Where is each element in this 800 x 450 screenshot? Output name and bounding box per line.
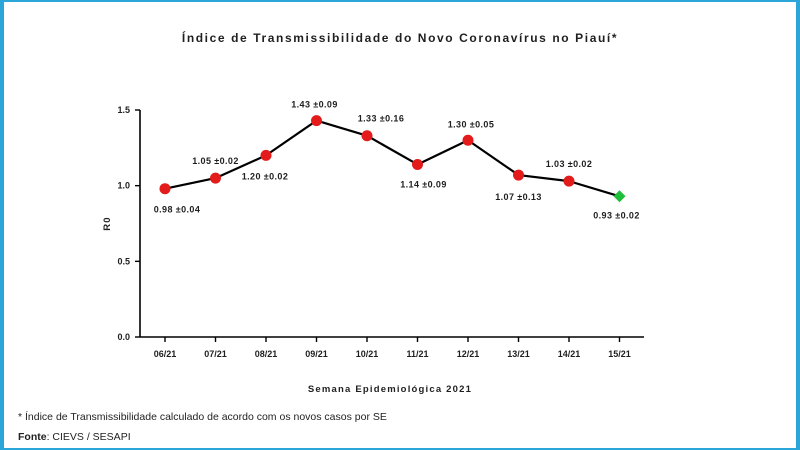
data-point [462, 134, 474, 146]
source-note: Fonte: CIEVS / SESAPI [18, 431, 131, 443]
data-label: 0.98 ±0.04 [154, 205, 200, 215]
data-label: 1.07 ±0.13 [495, 192, 541, 202]
data-point [563, 175, 575, 187]
data-point [311, 115, 322, 127]
y-tick-label: 0.0 [117, 332, 130, 342]
x-tick-label: 13/21 [507, 349, 530, 359]
data-label: 1.03 ±0.02 [546, 159, 592, 169]
x-tick-label: 12/21 [457, 349, 480, 359]
x-tick-label: 15/21 [608, 349, 631, 359]
data-point [361, 130, 373, 142]
axes: 0.0 0.5 1.0 1.5 06/21 07/21 08/21 09/21 10/21 11/… [117, 105, 644, 359]
data-point-diamond [613, 190, 626, 203]
data-point [260, 149, 272, 161]
markers [159, 115, 626, 203]
data-label: 1.14 ±0.09 [400, 179, 446, 189]
data-label: 1.33 ±0.16 [358, 114, 404, 124]
y-tick-label: 0.5 [117, 256, 130, 266]
data-point [513, 169, 524, 181]
footnote: * Índice de Transmissibilidade calculado… [18, 411, 387, 423]
series-polyline [164, 119, 620, 198]
data-point [159, 183, 171, 195]
source-label: Fonte [18, 431, 47, 443]
data-labels: 0.98 ±0.04 1.05 ±0.02 1.20 ±0.02 1.43 ±0.09… [154, 100, 640, 221]
data-point [210, 172, 221, 184]
data-label: 1.05 ±0.02 [192, 156, 238, 166]
y-tick-label: 1.5 [117, 105, 130, 115]
chart-title: Índice de Transmissibilidade do Novo Cor… [181, 31, 619, 45]
x-tick-label: 06/21 [154, 349, 177, 359]
x-tick-label: 08/21 [255, 349, 278, 359]
x-tick-label: 10/21 [356, 349, 379, 359]
source-text: : CIEVS / SESAPI [46, 431, 131, 443]
data-label: 1.43 ±0.09 [291, 100, 337, 110]
x-tick-label: 14/21 [558, 349, 581, 359]
series-line [164, 119, 620, 198]
x-tick-label: 11/21 [406, 349, 428, 359]
y-axis-title: R0 [102, 216, 113, 231]
x-tick-label: 09/21 [305, 349, 328, 359]
data-point [412, 158, 423, 170]
data-label: 1.20 ±0.02 [242, 171, 288, 181]
data-label: 0.93 ±0.02 [593, 210, 639, 220]
y-tick-label: 1.0 [117, 181, 130, 191]
x-axis-title: Semana Epidemiológica 2021 [308, 384, 472, 395]
data-label: 1.30 ±0.05 [448, 119, 494, 129]
x-tick-label: 07/21 [204, 349, 227, 359]
